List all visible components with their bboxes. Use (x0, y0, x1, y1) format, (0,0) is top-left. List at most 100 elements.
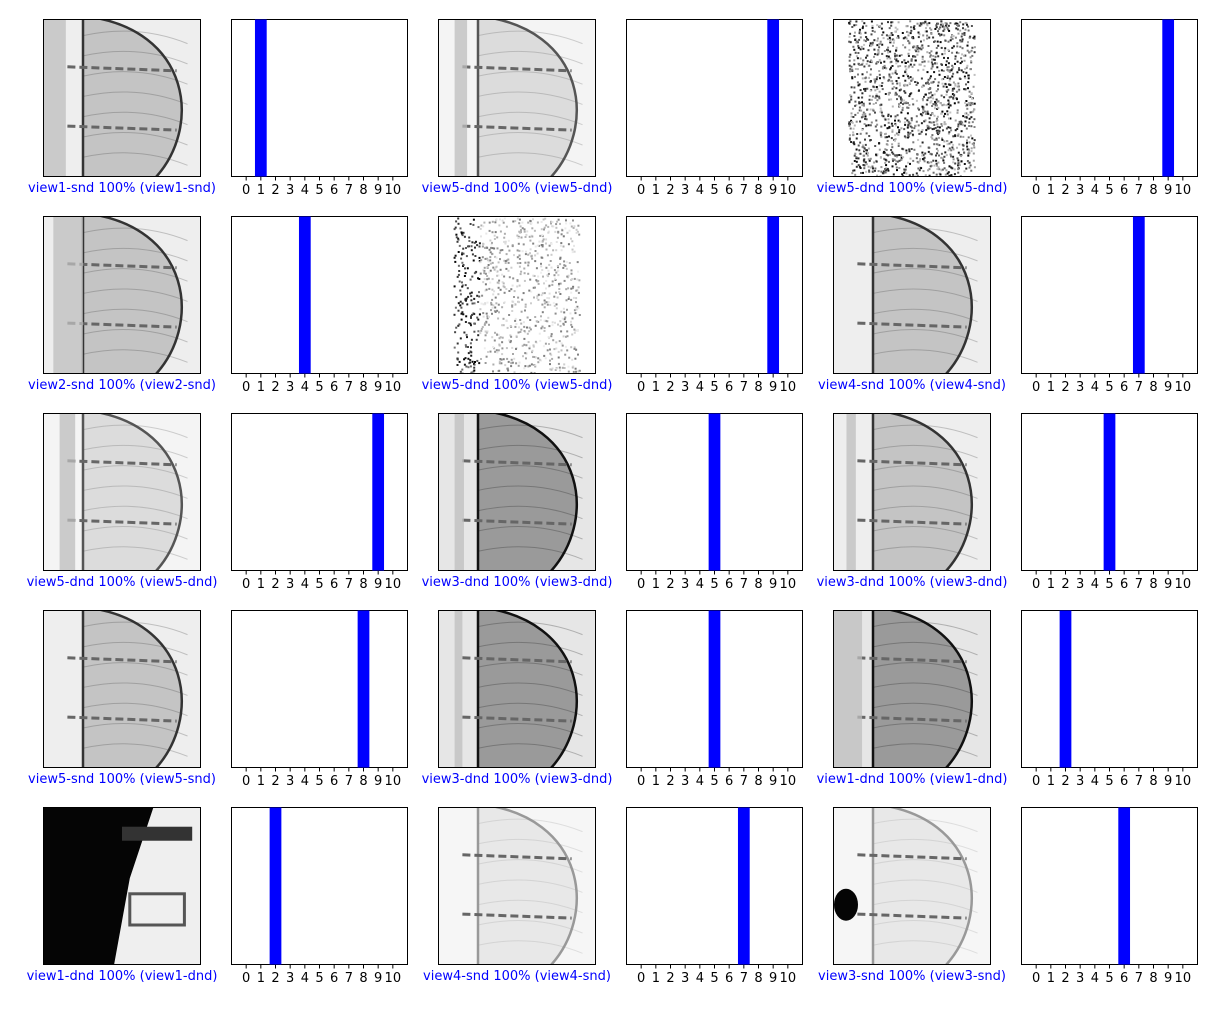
stitch-line (67, 65, 177, 73)
x-tick-label: 3 (1076, 774, 1084, 789)
x-tick-label: 6 (725, 183, 733, 198)
stitch-line (67, 518, 177, 526)
x-tick-label: 6 (330, 971, 338, 986)
x-tick-label: 5 (1105, 577, 1113, 592)
object-body (871, 808, 973, 964)
x-tick-label: 1 (652, 577, 660, 592)
x-tick-label: 0 (242, 577, 250, 592)
object-body (476, 611, 578, 767)
prediction-caption: view1-dnd 100% (view1-dnd) (26, 969, 218, 984)
edge-strip (53, 217, 83, 373)
prediction-chart: 0 1 2 3 4 5 6 7 8 9 10 (231, 216, 408, 395)
x-tick-label: 0 (637, 183, 645, 198)
x-tick-label: 10 (780, 971, 797, 986)
x-tick-label: 2 (271, 774, 279, 789)
probability-bar (767, 216, 780, 374)
prediction-caption: view2-snd 100% (view2-snd) (28, 378, 216, 393)
x-tick-label: 1 (1047, 577, 1055, 592)
x-tick-label: 0 (637, 577, 645, 592)
stitch-line (67, 459, 177, 467)
x-tick-label: 10 (385, 380, 402, 395)
stitch-line (462, 124, 572, 132)
probability-bar (269, 807, 282, 965)
x-tick-label: 8 (359, 183, 367, 198)
prediction-chart: 0 1 2 3 4 5 6 7 8 9 10 (1021, 807, 1198, 986)
x-tick-label: 9 (769, 380, 777, 395)
x-tick-label: 3 (1076, 183, 1084, 198)
stitch-line (857, 656, 967, 664)
x-tick-label: 0 (1032, 577, 1040, 592)
stitch-line (462, 912, 572, 920)
x-tick-label: 10 (780, 774, 797, 789)
x-tick-label: 4 (696, 577, 704, 592)
x-tick-label: 7 (740, 971, 748, 986)
x-tick-label: 0 (1032, 380, 1040, 395)
x-tick-label: 2 (271, 577, 279, 592)
x-tick-label: 8 (754, 577, 762, 592)
x-tick-label: 5 (1105, 971, 1113, 986)
x-tick-label: 8 (1149, 971, 1157, 986)
prediction-chart: 0 1 2 3 4 5 6 7 8 9 10 (231, 413, 408, 592)
object-body (81, 611, 183, 767)
probability-bar (1132, 216, 1145, 374)
x-tick-label: 10 (385, 183, 402, 198)
x-tick-label: 10 (385, 774, 402, 789)
x-tick-label: 4 (1091, 774, 1099, 789)
x-tick-label: 7 (345, 380, 353, 395)
prediction-caption: view5-dnd 100% (view5-dnd) (421, 181, 613, 196)
x-tick-label: 6 (1120, 774, 1128, 789)
stitch-line (857, 321, 967, 329)
prediction-caption: view4-snd 100% (view4-snd) (423, 969, 611, 984)
x-tick-label: 9 (374, 577, 382, 592)
x-tick-label: 2 (1061, 971, 1069, 986)
noise-texture (453, 217, 581, 373)
object-body (81, 217, 183, 373)
fibre-lines (872, 424, 978, 560)
x-tick-label: 9 (1164, 183, 1172, 198)
stitch-line (462, 459, 572, 467)
stitch-line (67, 124, 177, 132)
x-tick-label: 2 (1061, 577, 1069, 592)
edge-strip (454, 414, 464, 570)
x-tick-label: 5 (1105, 774, 1113, 789)
object-body (476, 414, 578, 570)
prediction-chart: 0 1 2 3 4 5 6 7 8 9 10 (1021, 413, 1198, 592)
x-tick-label: 9 (374, 774, 382, 789)
prediction-chart: 0 1 2 3 4 5 6 7 8 9 10 (231, 19, 408, 198)
prediction-caption: view4-snd 100% (view4-snd) (818, 378, 1006, 393)
x-tick-label: 6 (725, 971, 733, 986)
x-tick-label: 0 (637, 774, 645, 789)
fibre-lines (477, 818, 583, 954)
prediction-bar-panel: 0 1 2 3 4 5 6 7 8 9 10 (1021, 807, 1198, 999)
object-outline (128, 892, 186, 927)
object-body (871, 414, 973, 570)
prediction-bar-panel: 0 1 2 3 4 5 6 7 8 9 10 (231, 413, 408, 605)
x-tick-label: 3 (286, 577, 294, 592)
prediction-chart: 0 1 2 3 4 5 6 7 8 9 10 (231, 610, 408, 789)
plot-frame (1021, 610, 1198, 768)
x-tick-label: 5 (315, 183, 323, 198)
x-tick-label: 0 (637, 380, 645, 395)
prediction-caption: view5-dnd 100% (view5-dnd) (816, 181, 1008, 196)
x-tick-label: 8 (359, 380, 367, 395)
x-tick-label: 8 (359, 971, 367, 986)
x-tick-label: 4 (301, 971, 309, 986)
x-tick-label: 10 (1175, 577, 1192, 592)
prediction-caption: view3-dnd 100% (view3-dnd) (816, 575, 1008, 590)
prediction-chart: 0 1 2 3 4 5 6 7 8 9 10 (626, 610, 803, 789)
x-tick-label: 10 (1175, 971, 1192, 986)
x-tick-label: 2 (271, 183, 279, 198)
x-tick-label: 6 (725, 380, 733, 395)
dark-blob (834, 888, 858, 921)
x-tick-label: 2 (666, 183, 674, 198)
prediction-caption: view1-dnd 100% (view1-dnd) (816, 772, 1008, 787)
prediction-caption: view5-dnd 100% (view5-dnd) (26, 575, 218, 590)
prediction-bar-panel: 0 1 2 3 4 5 6 7 8 9 10 (626, 216, 803, 408)
stitch-line (462, 518, 572, 526)
prediction-chart: 0 1 2 3 4 5 6 7 8 9 10 (626, 19, 803, 198)
x-tick-label: 3 (286, 380, 294, 395)
x-tick-label: 8 (1149, 380, 1157, 395)
prediction-bar-panel: 0 1 2 3 4 5 6 7 8 9 10 (626, 413, 803, 605)
x-tick-label: 8 (1149, 774, 1157, 789)
object-body (81, 20, 183, 176)
